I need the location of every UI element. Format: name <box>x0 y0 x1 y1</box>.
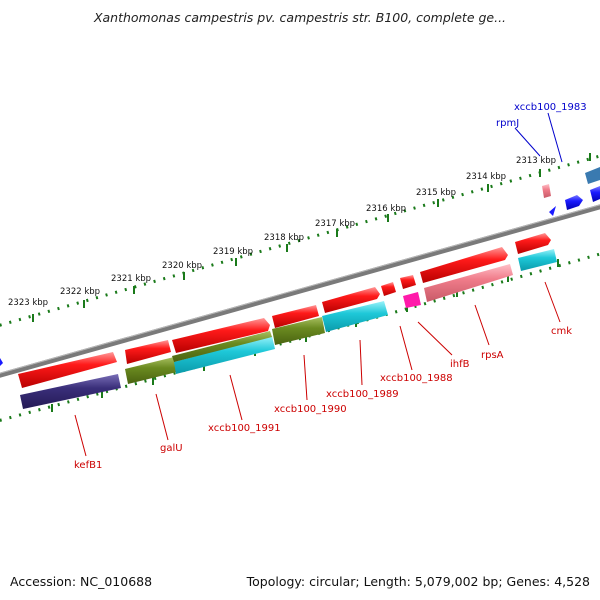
ruler-label: 2318 kbp <box>264 233 304 243</box>
gene-bar-olive-2[interactable] <box>172 331 272 362</box>
gene-label-xccb100-1983[interactable]: xccb100_1983 <box>514 102 587 113</box>
callout-line-kefB1 <box>74 414 87 457</box>
gene-label-xccb100-1989[interactable]: xccb100_1989 <box>326 389 399 400</box>
cds-track <box>18 233 551 388</box>
gene-bar-galU[interactable] <box>125 357 177 384</box>
callout-line-rpmJ <box>514 127 541 157</box>
feature-steel-bar[interactable] <box>585 167 600 184</box>
callout-line-xccb100-1991 <box>229 374 243 421</box>
gene-label-galU[interactable]: galU <box>160 443 183 454</box>
gene-label-rpmJ[interactable]: rpmJ <box>496 118 519 129</box>
gene-bar-cmk[interactable] <box>518 249 557 271</box>
genome-backbone-highlight <box>0 204 600 374</box>
gene-bar-xccb100-1991[interactable] <box>174 336 275 374</box>
gene-callouts <box>74 281 561 457</box>
ruler-label: 2317 kbp <box>315 219 355 229</box>
gene-track <box>20 249 557 409</box>
outer-scale-ruler <box>0 154 600 327</box>
ruler-label: 2313 kbp <box>516 156 556 166</box>
feature-blue-triangle[interactable] <box>549 206 556 216</box>
gene-bar-xccb100-1989[interactable] <box>322 301 388 332</box>
callout-line-xccb100-1983 <box>547 112 563 163</box>
feature-pink-small[interactable] <box>542 184 551 198</box>
forward-features <box>0 167 600 366</box>
callout-line-galU <box>155 393 169 441</box>
ruler-major-ticks <box>32 153 591 322</box>
forward-callouts <box>514 112 563 163</box>
genome-info-label: Topology: circular; Length: 5,079,002 bp… <box>246 574 590 589</box>
cds-arrow[interactable] <box>18 352 117 388</box>
gene-label-cmk[interactable]: cmk <box>551 326 572 337</box>
callout-line-cmk <box>544 281 561 323</box>
inner-scale-ruler <box>0 252 600 422</box>
ruler-label: 2320 kbp <box>162 261 202 271</box>
gene-bar-rpsA[interactable] <box>424 264 513 302</box>
ruler-label: 2316 kbp <box>366 204 406 214</box>
feature-blue-bar[interactable] <box>590 186 600 202</box>
accession-label: Accession: NC_010688 <box>10 574 153 589</box>
ruler-label: 2321 kbp <box>111 274 151 284</box>
gene-bar-kefB1[interactable] <box>20 374 121 409</box>
gene-label-ihfB[interactable]: ihfB <box>450 359 470 370</box>
map-title: Xanthomonas campestris pv. campestris st… <box>93 10 507 25</box>
cds-arrow[interactable] <box>172 318 270 353</box>
gene-label-rpsA[interactable]: rpsA <box>481 350 504 361</box>
ruler-label: 2319 kbp <box>213 247 253 257</box>
ruler-label: 2315 kbp <box>416 188 456 198</box>
ruler-label: 2314 kbp <box>466 172 506 182</box>
gene-label-kefB1[interactable]: kefB1 <box>74 460 102 471</box>
gene-bar-xccb100-1990[interactable] <box>272 317 325 345</box>
feature-blue-arrow[interactable] <box>565 195 583 210</box>
cds-arrow[interactable] <box>381 282 396 296</box>
cds-arrow[interactable] <box>125 340 171 364</box>
gene-bar-ihfB[interactable] <box>403 292 421 308</box>
genome-backbone <box>0 204 600 378</box>
ruler-label: 2322 kbp <box>60 287 100 297</box>
callout-line-ihfB <box>417 321 453 356</box>
cds-arrow[interactable] <box>515 233 551 254</box>
callout-line-rpsA <box>474 304 490 346</box>
gene-label-xccb100-1988[interactable]: xccb100_1988 <box>380 373 453 384</box>
feature-blue-left[interactable] <box>0 358 3 366</box>
gene-label-xccb100-1990[interactable]: xccb100_1990 <box>274 404 347 415</box>
cds-arrow[interactable] <box>322 287 380 313</box>
gene-label-xccb100-1991[interactable]: xccb100_1991 <box>208 423 281 434</box>
callout-line-xccb100-1990 <box>303 354 308 401</box>
cds-arrow[interactable] <box>400 275 416 289</box>
callout-line-xccb100-1989 <box>359 339 363 386</box>
cds-arrow[interactable] <box>420 247 508 283</box>
callout-line-xccb100-1988 <box>399 325 413 371</box>
ruler-label: 2323 kbp <box>8 298 48 308</box>
cds-arrow[interactable] <box>272 305 319 328</box>
